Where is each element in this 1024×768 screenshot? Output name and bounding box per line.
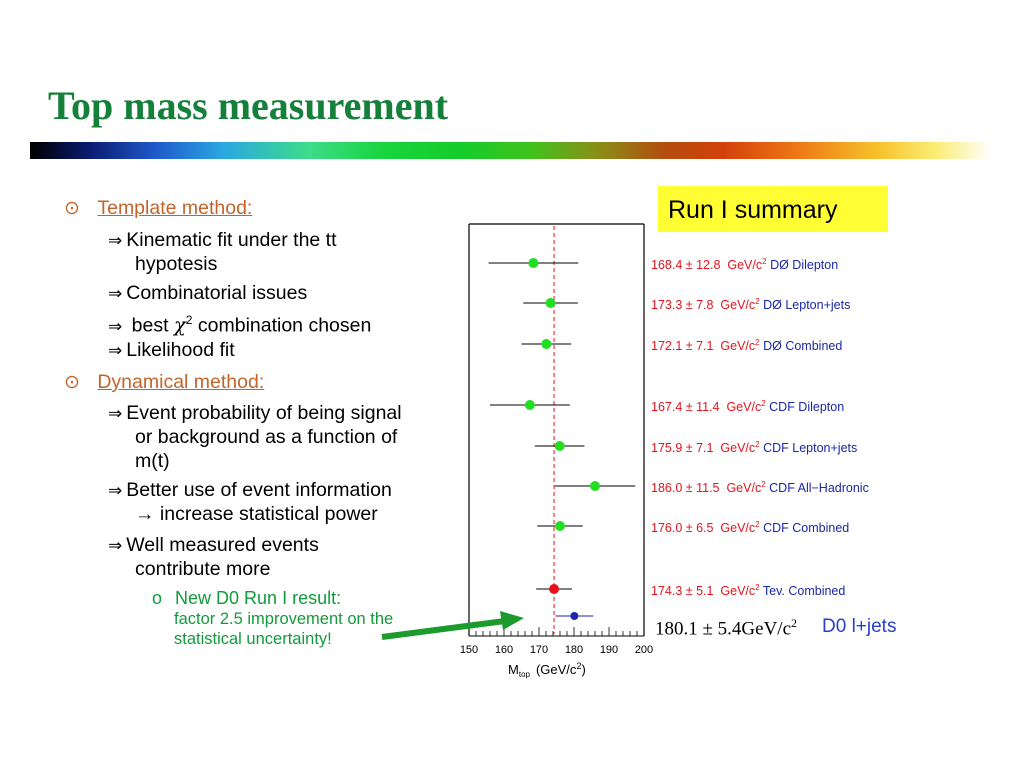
tick-label: 200 [635,644,653,656]
sub-bullet: ⇒ Combinatorial issues [108,282,308,304]
tick-label: 160 [495,644,513,656]
tick-label: 180 [565,644,583,656]
measurement-label: 186.0 ± 11.5 GeV/c2 CDF All−Hadronic [651,480,869,496]
data-point [524,400,535,410]
sub-bullet-continued: → increase statistical power [135,503,378,525]
dynamical-method-heading: Dynamical method: [97,371,265,393]
sub-bullet-continued: m(t) [135,450,170,472]
new-result-item: o New D0 Run I result: [152,586,341,610]
tick-label: 170 [530,644,548,656]
dynamical-method-item: ⊙ Dynamical method: [64,370,264,395]
implies-arrow-icon: ⇒ [108,404,123,424]
data-point [545,298,556,308]
data-point [541,339,552,349]
sub-bullet: ⇒ Kinematic fit under the tt [108,229,337,251]
callout-arrow [381,611,524,640]
implies-arrow-icon: ⇒ [108,341,123,361]
sub-bullet: ⇒ Event probability of being signal [108,402,402,424]
sub-bullet-continued: contribute more [135,558,271,580]
x-axis-label: Mtop (GeV/c2) [508,661,586,679]
measurement-label: 174.3 ± 5.1 GeV/c2 Tev. Combined [651,583,846,599]
arrowhead-icon [500,611,524,630]
measurement-points [488,258,636,620]
sub-bullet-continued: hypotesis [135,253,218,275]
new-result-heading: New D0 Run I result: [175,588,342,608]
implies-arrow-icon: ⇒ [108,316,123,337]
slide-title: Top mass measurement [48,83,449,128]
measurement-label: 168.4 ± 12.8 GeV/c2 DØ Dilepton [651,257,839,273]
tick-label: 150 [460,644,478,656]
sub-bullet: ⇒ Likelihood fit [108,339,235,361]
data-point [528,258,539,268]
new-result-label: D0 l+jets [822,616,897,637]
plot-frame [468,223,645,636]
sub-bullet: ⇒ Well measured events [108,534,319,556]
measurement-label: 167.4 ± 11.4 GeV/c2 CDF Dilepton [651,399,845,415]
measurement-label: 172.1 ± 7.1 GeV/c2 DØ Combined [651,338,843,354]
template-method-heading: Template method: [97,197,253,219]
rainbow-divider [30,142,992,159]
implies-arrow-icon: ⇒ [108,231,123,251]
data-point [570,612,579,620]
implies-arrow-icon: ⇒ [108,284,123,304]
run-summary-box: Run I summary [658,186,888,232]
sub-bullet: ⇒ best χ2 combination chosen [108,313,372,337]
circle-bullet-icon: ⊙ [64,198,80,219]
data-point [590,481,600,491]
new-result-line-2: statistical uncertainty! [174,630,332,648]
data-point [549,584,560,594]
circle-bullet-icon: ⊙ [64,372,80,393]
sub-bullet: ⇒ Better use of event information [108,479,392,501]
x-axis: 150 160 170 180 190 200 [460,627,653,656]
sub-bullet-continued: or background as a function of [135,426,398,448]
chi-symbol: χ [173,313,186,337]
measurement-label: 176.0 ± 6.5 GeV/c2 CDF Combined [651,520,850,536]
new-result-value: 180.1 ± 5.4GeV/c2 [655,616,798,640]
implies-arrow-icon: ⇒ [108,536,123,556]
new-result-line-1: factor 2.5 improvement on the [174,610,394,628]
measurement-label: 173.3 ± 7.8 GeV/c2 DØ Lepton+jets [651,297,851,313]
template-method-item: ⊙ Template method: [64,196,252,221]
implies-arrow-icon: ⇒ [108,481,123,501]
data-point [554,441,565,451]
sub-marker: o [152,588,163,608]
tick-label: 190 [600,644,618,656]
data-point [555,521,565,531]
measurement-label: 175.9 ± 7.1 GeV/c2 CDF Lepton+jets [651,440,858,456]
